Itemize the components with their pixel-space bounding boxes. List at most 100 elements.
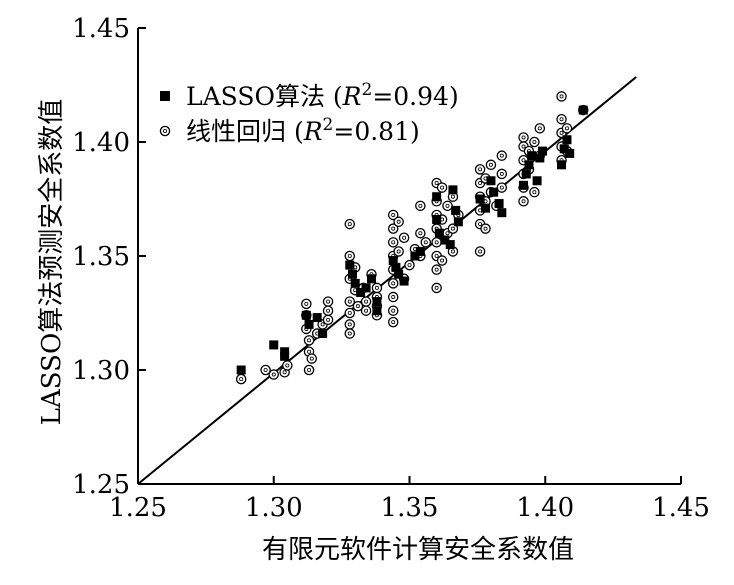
point-inner-ring — [488, 162, 493, 167]
linear-regression-point — [344, 296, 356, 307]
linear-regression-point — [371, 282, 383, 294]
point-inner-ring — [307, 349, 312, 354]
linear-regression-point — [393, 246, 404, 257]
point-outer-ring — [282, 360, 293, 371]
linear-regression-point — [301, 298, 312, 310]
point-inner-ring — [521, 144, 526, 149]
point-outer-ring — [474, 246, 486, 257]
point-inner-ring — [364, 308, 369, 313]
linear-regression-point — [344, 307, 356, 319]
point-outer-ring — [431, 264, 442, 275]
point-inner-ring — [440, 185, 445, 190]
point-inner-ring — [499, 171, 504, 176]
x-tick-label: 1.40 — [516, 493, 574, 523]
y-tick-label: 1.40 — [72, 128, 130, 158]
legend-r2-close: ) — [449, 82, 459, 111]
linear-regression-point — [447, 223, 459, 234]
point-inner-ring — [450, 249, 455, 254]
point-inner-ring — [450, 226, 455, 231]
point-outer-ring — [415, 227, 426, 239]
point-outer-ring — [420, 237, 432, 248]
point-inner-ring — [320, 322, 325, 327]
point-outer-ring — [303, 364, 315, 376]
point-inner-ring — [521, 158, 526, 163]
legend-r2-close: ) — [410, 117, 420, 146]
y-tick-label: 1.30 — [72, 356, 130, 386]
linear-regression-point — [282, 360, 293, 371]
linear-regression-point — [344, 250, 356, 262]
point-outer-ring — [360, 305, 372, 316]
point-inner-ring — [282, 370, 287, 375]
point-outer-ring — [474, 164, 486, 175]
lasso-point — [524, 160, 534, 170]
linear-regression-point — [474, 164, 486, 175]
lasso-point — [486, 176, 496, 186]
linear-regression-point — [431, 237, 442, 248]
point-inner-ring — [239, 377, 244, 382]
point-outer-ring — [352, 300, 364, 312]
lasso-point — [304, 319, 314, 329]
point-inner-ring — [564, 126, 569, 131]
legend: LASSO算法 (R2=0.94)线性回归 (R2=0.81) — [159, 80, 459, 146]
x-tick-label: 1.25 — [109, 493, 167, 523]
linear-regression-point — [404, 259, 415, 271]
linear-regression-point — [420, 237, 432, 248]
point-outer-ring — [371, 282, 383, 294]
reference-line — [137, 76, 637, 485]
lasso-point — [535, 153, 545, 163]
point-outer-ring — [235, 373, 247, 385]
lasso-point — [280, 351, 290, 361]
linear-regression-point — [436, 255, 448, 266]
linear-regression-point — [496, 182, 508, 193]
legend-r2-symbol: R — [342, 82, 362, 111]
lasso-point — [489, 187, 499, 197]
lasso-point — [497, 208, 507, 218]
point-outer-ring — [387, 305, 399, 316]
linear-regression-point — [322, 305, 334, 316]
point-inner-ring — [285, 363, 290, 368]
linear-regression-point — [360, 296, 372, 307]
y-tick-label: 1.35 — [72, 242, 130, 272]
point-inner-ring — [532, 139, 537, 144]
lasso-point — [494, 199, 504, 209]
point-inner-ring — [434, 240, 439, 245]
linear-regression-point — [436, 182, 448, 193]
legend-series-name: LASSO算法 — [186, 82, 325, 111]
point-inner-ring — [307, 338, 312, 343]
point-outer-ring — [447, 223, 459, 234]
point-outer-ring — [393, 246, 404, 257]
point-inner-ring — [307, 367, 312, 372]
legend-r2-value: 0.94 — [393, 82, 449, 111]
linear-regression-point — [387, 291, 399, 303]
point-inner-ring — [347, 322, 352, 327]
lasso-point — [391, 262, 401, 272]
point-inner-ring — [396, 249, 401, 254]
lasso-point — [361, 283, 371, 293]
point-inner-ring — [559, 117, 564, 122]
point-outer-ring — [415, 200, 426, 212]
linear-regression-point — [431, 264, 442, 275]
point-inner-ring — [521, 135, 526, 140]
lasso-point — [269, 340, 279, 350]
linear-regression-point — [393, 216, 404, 228]
linear-regression-point — [529, 136, 540, 148]
point-outer-ring — [306, 353, 318, 364]
lasso-point — [372, 306, 382, 316]
point-outer-ring — [398, 232, 410, 244]
lasso-point — [301, 310, 311, 320]
point-inner-ring — [537, 126, 542, 131]
linear-regression-point — [322, 314, 334, 326]
x-tick-label: 1.35 — [381, 493, 439, 523]
point-inner-ring — [364, 299, 369, 304]
linear-regression-point — [529, 186, 540, 198]
point-inner-ring — [263, 367, 268, 372]
point-outer-ring — [344, 218, 356, 230]
legend-label: 线性回归 (R2=0.81) — [186, 115, 420, 146]
point-inner-ring — [532, 190, 537, 195]
y-tick-label: 1.25 — [72, 470, 130, 500]
point-inner-ring — [434, 181, 439, 186]
point-inner-ring — [347, 222, 352, 227]
lasso-point — [521, 169, 531, 179]
lasso-point — [388, 256, 398, 266]
